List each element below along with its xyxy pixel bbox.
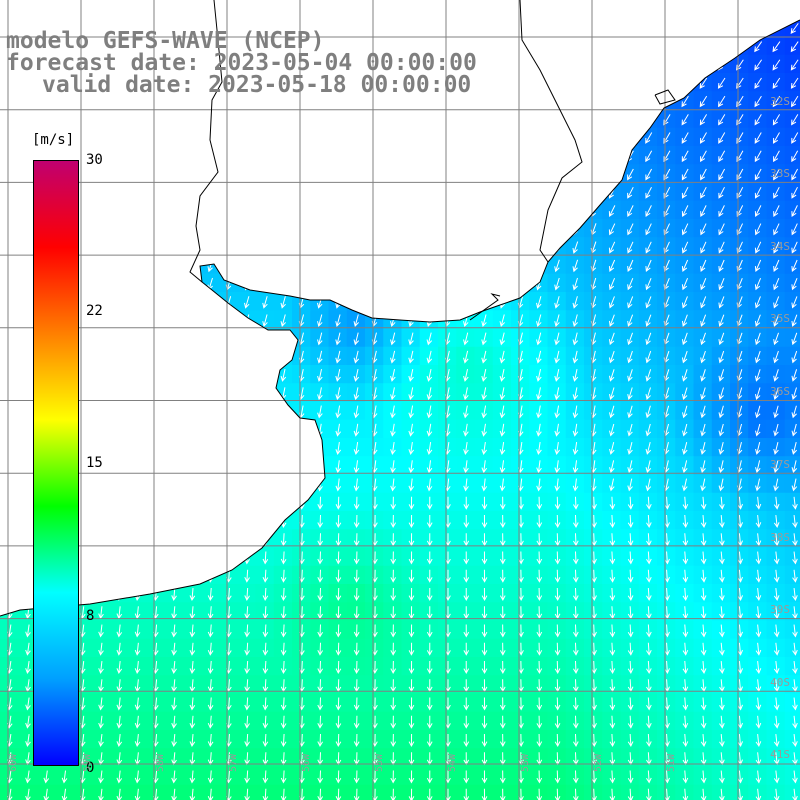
lat-label: 40S [770,676,790,689]
title-valid-date: valid date: 2023-05-18 00:00:00 [42,72,472,98]
lat-label: 41S [770,748,790,761]
lon-label: 58W [155,753,166,772]
colorbar-tick-0: 0 [86,760,95,776]
lat-label: 33S [770,167,790,180]
lat-label: 34S [770,240,790,253]
colorbar-tick-30: 30 [86,152,103,168]
lat-label: 32S [770,95,790,108]
lat-label: 36S [770,385,790,398]
lon-label: 54W [447,753,458,772]
lon-label: 59W [82,753,93,772]
lat-label: 35S [770,312,790,325]
lon-label: 52W [593,753,604,772]
lon-label: 57W [228,753,239,772]
lon-label: 55W [374,753,385,772]
colorbar-tick-15: 15 [86,455,103,471]
lon-label: 56W [301,753,312,772]
lat-label: 37S [770,458,790,471]
colorbar-unit: [m/s] [32,132,75,148]
lon-label: 53W [520,753,531,772]
colorbar [33,160,79,766]
lon-label: 51W [666,753,677,772]
title-model: modelo GEFS-WAVE (NCEP) [6,28,325,54]
lon-label: 60W [8,753,19,772]
colorbar-tick-22: 22 [86,303,103,319]
colorbar-tick-8: 8 [86,608,95,624]
lat-label: 39S [770,603,790,616]
coastline [0,0,800,617]
lat-label: 38S [770,531,790,544]
title-forecast-date: forecast date: 2023-05-04 00:00:00 [6,50,477,76]
